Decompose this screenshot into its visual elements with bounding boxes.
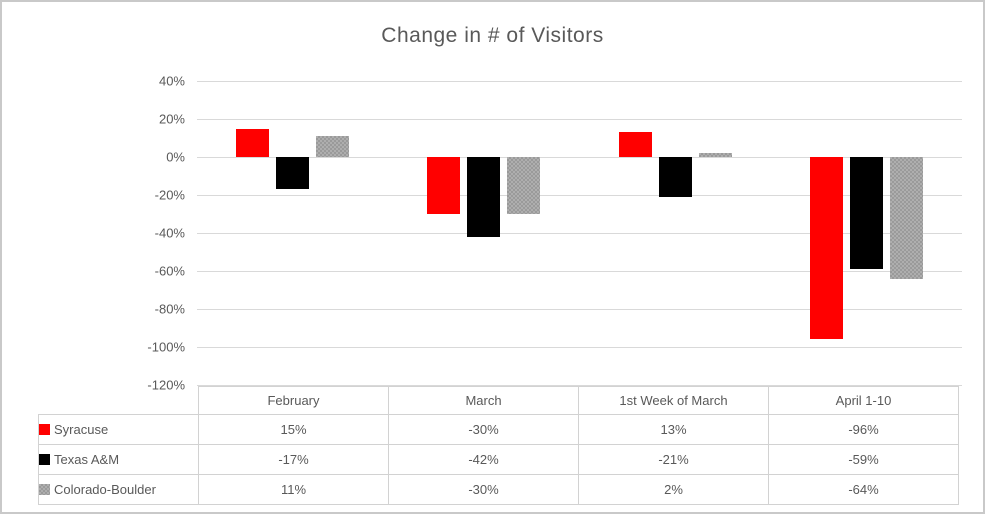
- table-value-cell: -96%: [768, 414, 959, 445]
- gridline: [197, 347, 962, 348]
- bar-colorado-boulder: [889, 157, 923, 279]
- series-name: Syracuse: [54, 422, 109, 437]
- table-column-header: April 1-10: [768, 386, 959, 415]
- bar-texas-a-m: [849, 157, 883, 270]
- table-value-cell: 2%: [578, 474, 769, 505]
- y-axis-tick-label: 0%: [166, 149, 185, 165]
- y-axis-tick-label: -80%: [154, 301, 185, 317]
- gridline: [197, 81, 962, 82]
- bar-colorado-boulder: [507, 157, 541, 214]
- legend-swatch-icon: [39, 454, 50, 465]
- table-row: Colorado-Boulder 11% -30% 2% -64%: [38, 474, 959, 505]
- chart-title: Change in # of Visitors: [381, 24, 604, 47]
- series-name: Texas A&M: [54, 452, 120, 467]
- table-value-cell: -17%: [198, 444, 389, 475]
- table-corner-cell: [39, 387, 199, 415]
- gridline: [197, 233, 962, 234]
- table-value-cell: -59%: [768, 444, 959, 475]
- table-value-cell: -64%: [768, 474, 959, 505]
- table-value-cell: -21%: [578, 444, 769, 475]
- legend-swatch-icon: [39, 424, 50, 435]
- legend-series-label: Texas A&M: [38, 444, 199, 475]
- y-axis-tick-label: -20%: [154, 187, 185, 203]
- y-axis-tick-label: 20%: [158, 111, 185, 127]
- bar-syracuse: [427, 157, 461, 214]
- y-axis-tick-label: -60%: [154, 263, 185, 279]
- gridline: [197, 385, 962, 386]
- table-column-header: 1st Week of March: [578, 386, 769, 415]
- table-row: Syracuse 15% -30% 13% -96%: [38, 414, 959, 445]
- table-value-cell: 11%: [198, 474, 389, 505]
- legend-swatch-icon: [39, 484, 50, 495]
- bar-colorado-boulder: [698, 153, 732, 157]
- gridline: [197, 271, 962, 272]
- y-axis-tick-label: -100%: [147, 339, 185, 355]
- bar-syracuse: [236, 128, 270, 157]
- gridline: [197, 309, 962, 310]
- table-value-cell: -42%: [388, 444, 579, 475]
- table-value-cell: -30%: [388, 474, 579, 505]
- y-axis-tick-label: -120%: [147, 377, 185, 393]
- table-value-cell: 15%: [198, 414, 389, 445]
- legend-series-label: Syracuse: [38, 414, 199, 445]
- bar-syracuse: [809, 157, 843, 340]
- gridline: [197, 157, 962, 158]
- y-axis-tick-label: -40%: [154, 225, 185, 241]
- gridline: [197, 195, 962, 196]
- gridline: [197, 119, 962, 120]
- series-name: Colorado-Boulder: [54, 482, 156, 497]
- bar-texas-a-m: [658, 157, 692, 197]
- bar-syracuse: [618, 132, 652, 157]
- data-table: February March 1st Week of March April 1-10…: [38, 386, 959, 505]
- table-row: Texas A&M -17% -42% -21% -59%: [38, 444, 959, 475]
- table-column-header: February: [198, 386, 389, 415]
- table-value-cell: 13%: [578, 414, 769, 445]
- legend-series-label: Colorado-Boulder: [38, 474, 199, 505]
- bar-texas-a-m: [467, 157, 501, 237]
- bar-colorado-boulder: [316, 136, 350, 157]
- y-axis-tick-label: 40%: [158, 73, 185, 89]
- bar-texas-a-m: [276, 157, 310, 190]
- table-value-cell: -30%: [388, 414, 579, 445]
- table-column-header: March: [388, 386, 579, 415]
